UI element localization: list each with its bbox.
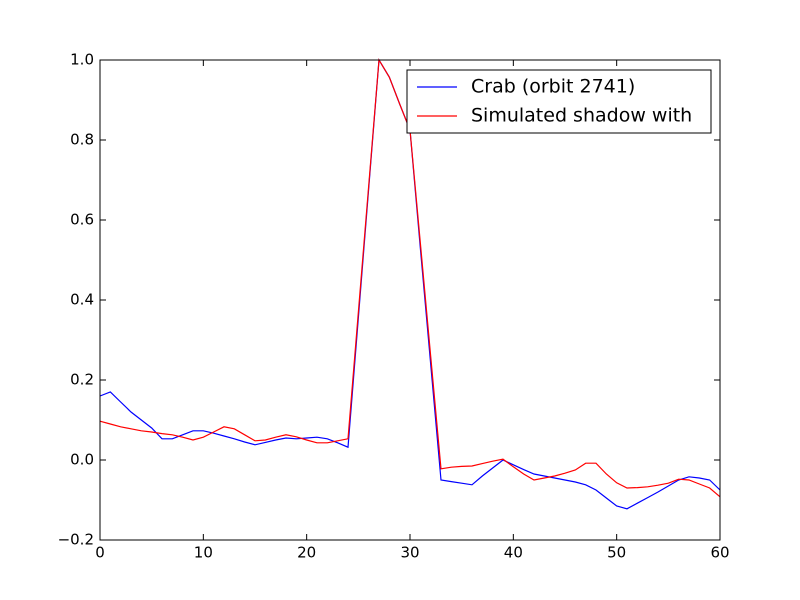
y-tick-label: 0.0 [70, 451, 94, 469]
x-tick-label: 30 [400, 544, 419, 562]
x-tick-label: 10 [194, 544, 213, 562]
y-tick-label: 0.8 [70, 131, 94, 149]
x-tick-label: 60 [710, 544, 729, 562]
y-tick-label: 0.2 [70, 371, 94, 389]
x-tick-label: 20 [297, 544, 316, 562]
y-tick-label: −0.2 [58, 531, 94, 549]
y-tick-label: 0.6 [70, 211, 94, 229]
y-tick-label: 0.4 [70, 291, 94, 309]
legend-label: Crab (orbit 2741) [471, 76, 635, 98]
legend-label: Simulated shadow with [471, 105, 692, 127]
x-tick-label: 50 [607, 544, 626, 562]
x-tick-label: 40 [504, 544, 523, 562]
plot-frame [99, 59, 721, 541]
x-tick-label: 0 [95, 544, 105, 562]
y-tick-label: 1.0 [70, 51, 94, 69]
legend-box [406, 69, 712, 134]
